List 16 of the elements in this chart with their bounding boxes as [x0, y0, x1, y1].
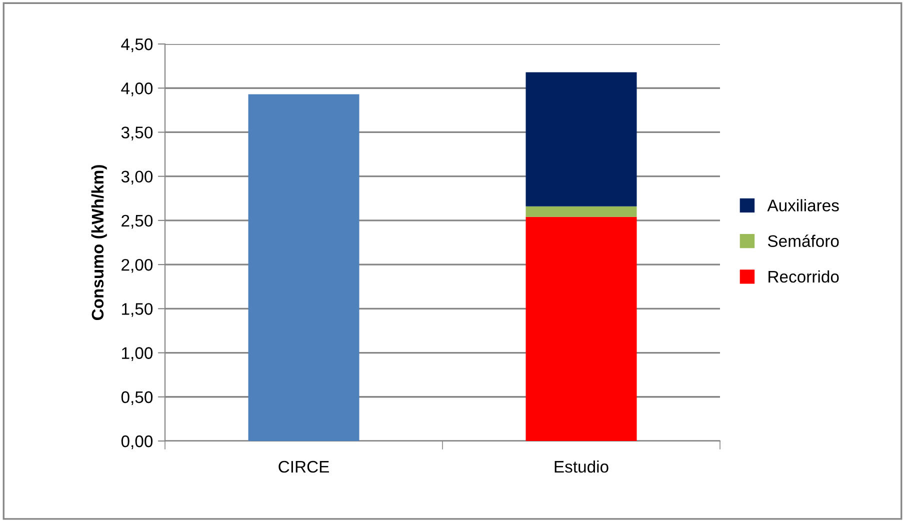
x-tick-label: Estudio: [554, 460, 608, 473]
y-tick-label: 0,00: [121, 435, 153, 450]
y-tick-label: 1,00: [122, 347, 153, 361]
x-tick-label: CIRCE: [278, 460, 329, 473]
y-tick-label: 4,00: [121, 82, 153, 96]
y-tick-label: 3,00: [121, 170, 153, 185]
y-tick-label: 3,50: [121, 126, 153, 140]
y-tick-label: 2,50: [122, 214, 153, 229]
legend-label: Auxiliares: [767, 199, 839, 212]
y-tick-label: 1,50: [122, 303, 153, 317]
y-tick-label: 4,50: [121, 38, 153, 52]
legend-label: Recorrido: [768, 270, 839, 283]
y-axis-title: Consumo (kWh/km): [91, 165, 107, 320]
y-tick-label: 0,50: [121, 391, 153, 406]
y-tick-label: 2,00: [122, 258, 153, 273]
legend-label: Semáforo: [768, 234, 839, 248]
